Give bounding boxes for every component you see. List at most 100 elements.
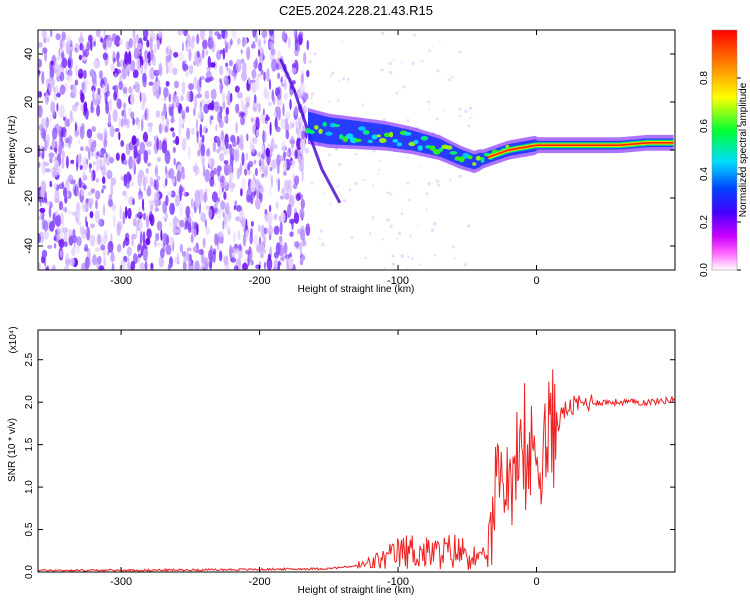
noise-blob — [58, 200, 64, 211]
noise-blob — [280, 118, 286, 129]
faint-dot — [368, 232, 372, 235]
noise-blob — [133, 47, 139, 60]
noise-blob — [178, 123, 181, 137]
faint-dot — [346, 77, 350, 81]
faint-dot — [321, 242, 325, 247]
noise-blob — [62, 206, 65, 212]
noise-blob — [102, 83, 105, 95]
faint-dot — [458, 174, 463, 178]
faint-dot — [412, 33, 416, 37]
noise-blob — [59, 38, 63, 51]
noise-blob — [90, 100, 94, 113]
noise-blob — [154, 43, 157, 54]
noise-blob — [55, 214, 62, 228]
faint-dot — [383, 266, 386, 269]
noise-blob — [223, 191, 227, 200]
noise-blob — [298, 162, 304, 172]
noise-blob — [67, 137, 72, 149]
noise-blob — [165, 195, 169, 206]
faint-dot — [448, 178, 452, 181]
noise-blob — [72, 183, 79, 196]
noise-blob — [58, 183, 65, 190]
noise-blob — [68, 118, 72, 125]
faint-dot — [395, 91, 399, 95]
noise-blob — [63, 116, 66, 121]
noise-blob — [250, 117, 254, 123]
noise-blob — [135, 224, 138, 237]
noise-blob — [49, 113, 52, 125]
noise-blob — [236, 167, 241, 180]
noise-blob — [95, 190, 101, 200]
noise-blob — [68, 58, 72, 66]
noise-blob — [64, 131, 68, 143]
noise-blob — [297, 228, 303, 235]
noise-blob — [284, 122, 290, 133]
noise-blob — [145, 237, 151, 246]
noise-blob — [54, 163, 58, 178]
noise-blob — [222, 77, 227, 82]
noise-blob — [43, 162, 50, 167]
noise-blob — [169, 202, 176, 215]
noise-blob — [143, 212, 146, 221]
noise-blob — [128, 37, 133, 49]
noise-blob — [223, 215, 227, 226]
noise-blob — [84, 243, 89, 252]
noise-blob — [43, 36, 47, 44]
noise-blob — [240, 99, 244, 109]
noise-blob — [204, 90, 210, 100]
faint-dot — [458, 50, 462, 54]
noise-blob — [245, 249, 251, 255]
noise-blob — [123, 110, 127, 124]
x-tick-label: -300 — [110, 576, 132, 588]
noise-blob — [209, 259, 213, 270]
noise-blob — [193, 76, 199, 90]
noise-blob — [115, 152, 120, 161]
ridge-blob — [429, 145, 436, 151]
ridge-blob — [318, 128, 323, 134]
noise-blob — [250, 259, 254, 266]
noise-blob — [252, 106, 257, 111]
noise-blob — [265, 147, 271, 158]
noise-blob — [154, 199, 159, 208]
noise-blob — [145, 57, 149, 63]
noise-blob — [109, 125, 115, 138]
ridge-blob — [480, 156, 485, 163]
noise-blob — [122, 211, 126, 225]
noise-blob — [228, 59, 233, 67]
noise-blob — [186, 34, 191, 44]
noise-blob — [258, 62, 263, 72]
noise-blob — [61, 150, 65, 160]
noise-blob — [142, 231, 146, 245]
noise-blob — [55, 56, 62, 61]
noise-blob — [221, 30, 226, 39]
noise-blob — [246, 188, 252, 202]
faint-dot — [468, 106, 473, 110]
faint-dot — [400, 212, 404, 215]
noise-blob — [263, 71, 266, 82]
faint-dot — [425, 192, 429, 196]
noise-blob — [288, 194, 295, 208]
noise-blob — [269, 247, 272, 255]
noise-blob — [255, 167, 258, 177]
noise-blob — [138, 193, 142, 201]
noise-blob — [158, 123, 163, 135]
noise-blob — [231, 252, 236, 258]
noise-blob — [200, 143, 206, 157]
noise-blob — [303, 52, 307, 65]
noise-blob — [122, 240, 125, 249]
noise-blob — [170, 117, 175, 123]
faint-dot — [323, 193, 325, 195]
noise-blob — [172, 131, 176, 138]
noise-blob — [124, 206, 128, 219]
noise-blob — [201, 97, 206, 107]
ridge-blob — [475, 155, 481, 161]
noise-blob — [268, 30, 274, 36]
noise-blob — [253, 234, 259, 246]
noise-blob — [112, 50, 116, 65]
noise-blob — [87, 191, 93, 196]
noise-blob — [300, 130, 306, 140]
noise-blob — [165, 244, 172, 256]
noise-blob — [181, 172, 186, 180]
noise-blob — [188, 260, 194, 270]
noise-blob — [240, 49, 243, 54]
